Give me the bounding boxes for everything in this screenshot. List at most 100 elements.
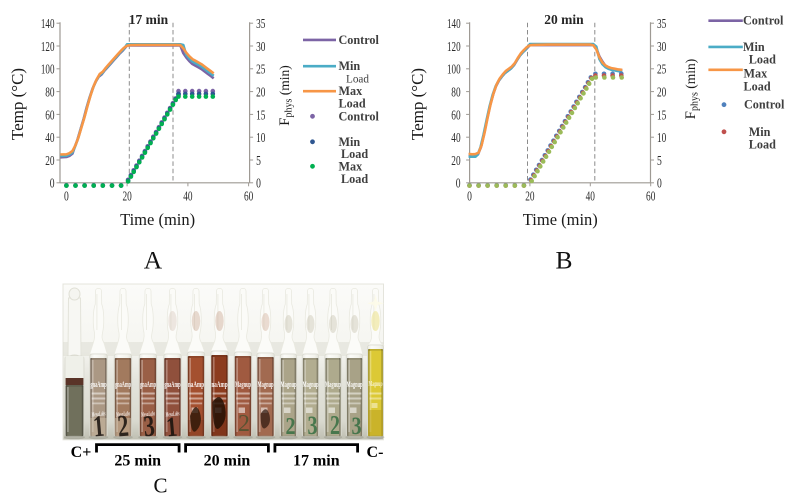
svg-text:Control: Control (339, 109, 380, 123)
svg-text:Min: Min (339, 59, 361, 73)
svg-text:3: 3 (352, 413, 362, 440)
svg-text:Magnup: Magnup (369, 380, 383, 388)
svg-text:140: 140 (41, 16, 55, 31)
svg-text:0: 0 (456, 176, 461, 191)
svg-text:60: 60 (451, 107, 460, 122)
svg-text:3: 3 (308, 411, 318, 440)
svg-text:Min: Min (339, 135, 361, 149)
svg-text:60: 60 (646, 188, 655, 203)
svg-text:Time (min): Time (min) (120, 210, 195, 229)
svg-text:C: C (153, 474, 167, 498)
svg-text:17 min: 17 min (293, 453, 340, 470)
svg-text:gnaAmp: gnaAmp (165, 380, 181, 389)
svg-text:0: 0 (50, 176, 55, 191)
svg-text:Magnup: Magnup (303, 380, 319, 389)
svg-text:Magnup: Magnup (347, 380, 363, 389)
svg-text:60: 60 (244, 188, 253, 203)
svg-text:40: 40 (183, 188, 192, 203)
svg-text:2: 2 (238, 411, 250, 437)
svg-text:25: 25 (657, 62, 666, 77)
svg-text:B: B (555, 246, 572, 275)
svg-text:Time (min): Time (min) (523, 210, 598, 229)
svg-text:Max: Max (339, 159, 364, 173)
svg-text:Magnup: Magnup (281, 380, 297, 389)
svg-text:2: 2 (286, 414, 296, 440)
svg-text:Fphys (min): Fphys (min) (683, 59, 701, 120)
svg-text:MesaLabs: MesaLabs (115, 410, 130, 419)
svg-text:20 min: 20 min (544, 12, 584, 27)
svg-text:Magnup: Magnup (325, 380, 341, 389)
svg-text:120: 120 (447, 39, 461, 54)
svg-text:0: 0 (657, 176, 662, 191)
svg-text:Magnup: Magnup (258, 380, 274, 389)
svg-text:100: 100 (41, 62, 55, 77)
svg-text:10: 10 (657, 130, 666, 145)
svg-text:MesaLabs: MesaLabs (91, 410, 106, 419)
svg-text:40: 40 (451, 130, 460, 145)
svg-text:25 min: 25 min (114, 453, 161, 470)
svg-text:3: 3 (142, 409, 156, 443)
svg-text:Load: Load (744, 79, 771, 93)
svg-text:Temp (°C): Temp (°C) (408, 68, 427, 140)
svg-text:30: 30 (657, 39, 666, 54)
svg-text:80: 80 (451, 85, 460, 100)
svg-text:20: 20 (122, 188, 131, 203)
svg-text:Magnup: Magnup (235, 380, 251, 389)
svg-text:20: 20 (45, 153, 54, 168)
svg-text:20: 20 (256, 85, 265, 100)
svg-text:MesaLabs: MesaLabs (165, 410, 180, 419)
svg-text:Load: Load (341, 147, 368, 161)
svg-text:Load: Load (346, 74, 369, 86)
svg-text:Load: Load (341, 172, 368, 186)
svg-text:1: 1 (92, 410, 106, 444)
svg-text:Load: Load (339, 97, 366, 111)
svg-text:Max: Max (339, 84, 364, 98)
svg-text:15: 15 (657, 107, 666, 122)
svg-text:5: 5 (256, 153, 261, 168)
svg-text:naAmp: naAmp (212, 380, 228, 389)
svg-text:10: 10 (256, 130, 265, 145)
svg-text:Fphys (min): Fphys (min) (277, 65, 295, 126)
svg-text:20: 20 (525, 188, 534, 203)
svg-text:Temp (°C): Temp (°C) (8, 68, 27, 140)
svg-text:40: 40 (45, 130, 54, 145)
svg-text:Min: Min (749, 125, 771, 139)
svg-text:2: 2 (116, 408, 130, 444)
svg-text:140: 140 (447, 16, 461, 31)
svg-text:Control: Control (743, 14, 784, 28)
svg-text:Min: Min (743, 40, 765, 54)
svg-text:120: 120 (41, 39, 55, 54)
svg-text:MesaLabs: MesaLabs (140, 410, 155, 419)
svg-text:0: 0 (256, 176, 261, 191)
svg-text:gnaAmp: gnaAmp (91, 380, 107, 389)
svg-text:20: 20 (451, 153, 460, 168)
svg-text:2: 2 (330, 410, 340, 440)
svg-text:20: 20 (657, 85, 666, 100)
svg-text:20 min: 20 min (204, 453, 251, 470)
svg-text:gnaAmp: gnaAmp (140, 380, 156, 389)
svg-text:1: 1 (165, 412, 179, 444)
svg-text:100: 100 (447, 62, 461, 77)
svg-text:35: 35 (256, 16, 265, 31)
svg-text:0: 0 (64, 188, 69, 203)
svg-text:17 min: 17 min (129, 12, 169, 27)
svg-text:Load: Load (749, 53, 776, 67)
svg-text:C-: C- (367, 444, 384, 461)
svg-text:30: 30 (256, 39, 265, 54)
svg-text:Load: Load (749, 138, 776, 152)
svg-text:Control: Control (339, 33, 380, 47)
svg-text:25: 25 (256, 62, 265, 77)
svg-text:naAmp: naAmp (188, 380, 204, 389)
svg-text:A: A (144, 246, 163, 275)
svg-text:80: 80 (45, 85, 54, 100)
svg-text:C+: C+ (71, 444, 92, 461)
svg-text:40: 40 (586, 188, 595, 203)
svg-text:35: 35 (657, 16, 666, 31)
svg-text:5: 5 (657, 153, 662, 168)
svg-text:Max: Max (744, 67, 769, 81)
svg-text:gnaAmp: gnaAmp (115, 380, 131, 389)
svg-text:60: 60 (45, 107, 54, 122)
svg-text:15: 15 (256, 107, 265, 122)
svg-text:0: 0 (467, 188, 472, 203)
svg-text:Control: Control (744, 98, 785, 112)
